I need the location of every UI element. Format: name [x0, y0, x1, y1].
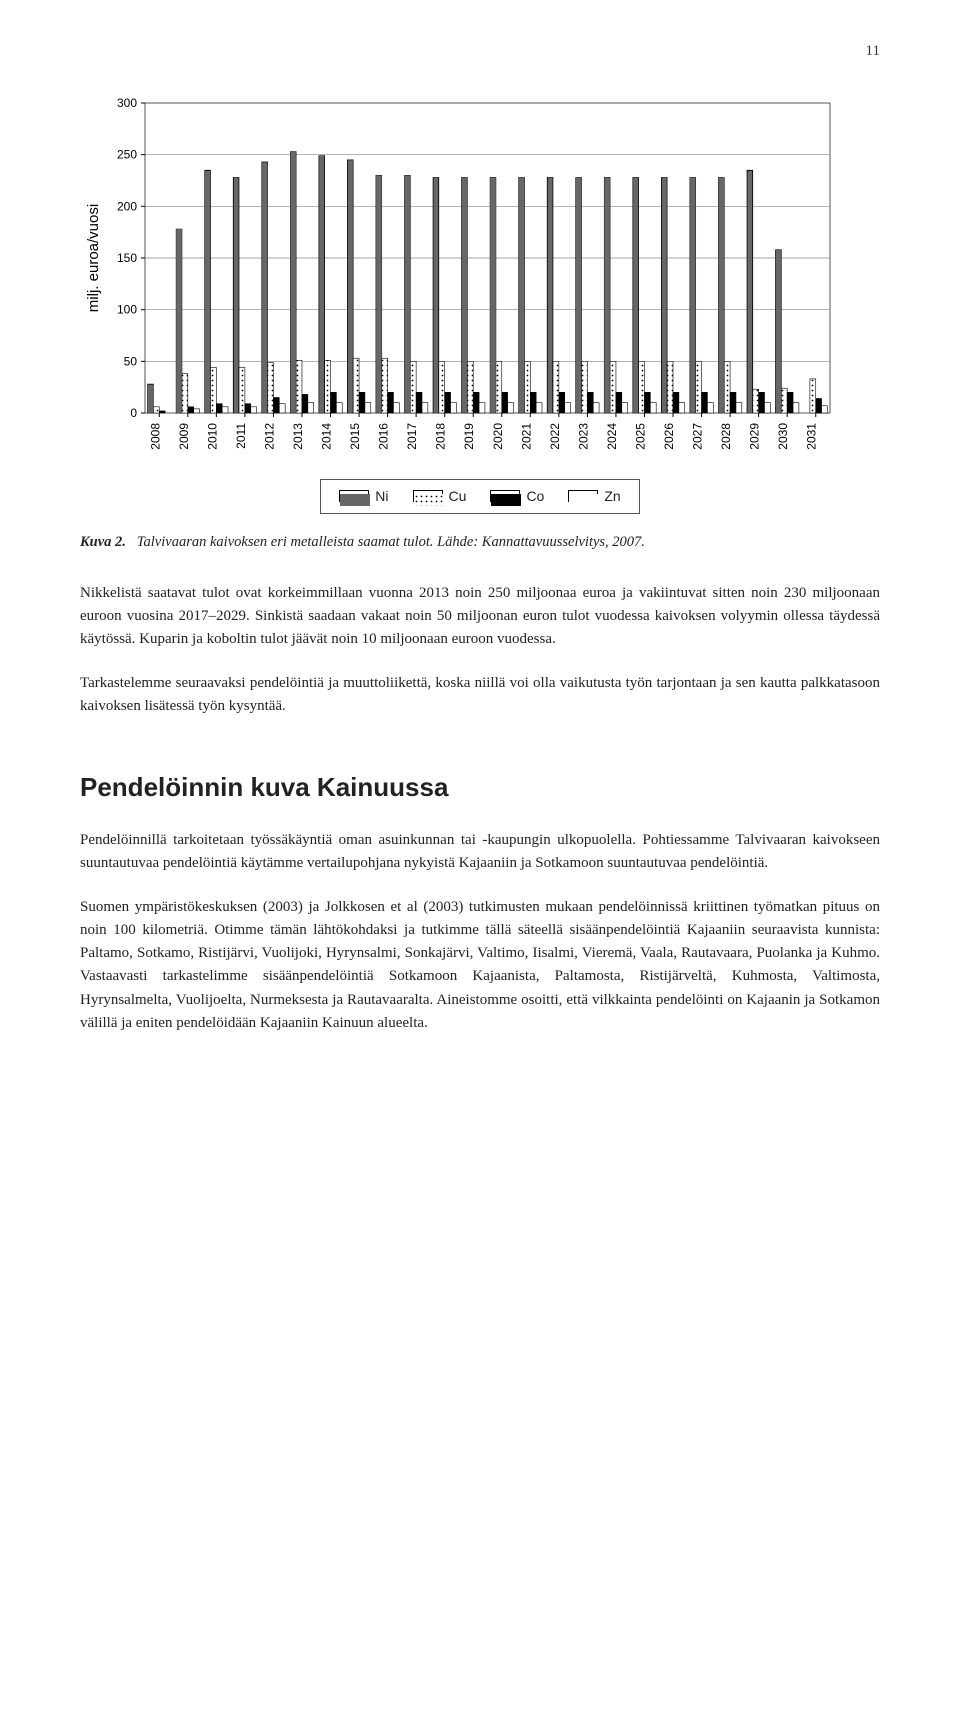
svg-text:300: 300 [117, 96, 137, 110]
svg-text:50: 50 [124, 354, 138, 368]
svg-text:2024: 2024 [605, 422, 619, 449]
svg-text:150: 150 [117, 251, 137, 265]
svg-text:2016: 2016 [377, 422, 391, 449]
svg-text:2028: 2028 [719, 422, 733, 449]
svg-text:2023: 2023 [576, 422, 590, 449]
legend-label: Zn [604, 486, 620, 507]
legend-item: Co [490, 486, 544, 507]
page-number: 11 [80, 40, 880, 63]
legend-swatch [413, 490, 443, 502]
legend-swatch [568, 490, 598, 502]
svg-text:0: 0 [130, 406, 137, 420]
svg-text:2009: 2009 [177, 422, 191, 449]
svg-text:2031: 2031 [805, 422, 819, 449]
svg-text:2027: 2027 [691, 422, 705, 449]
para-commuting-def: Pendelöinnillä tarkoitetaan työssäkäynti… [80, 829, 880, 876]
svg-text:2014: 2014 [320, 422, 334, 449]
svg-text:2013: 2013 [291, 422, 305, 449]
section-heading-commuting: Pendelöinnin kuva Kainuussa [80, 768, 880, 807]
figure-caption: Kuva 2. Talvivaaran kaivoksen eri metall… [80, 532, 880, 554]
legend-label: Co [526, 486, 544, 507]
svg-text:2022: 2022 [548, 422, 562, 449]
chart-legend: Ni Cu Co Zn [80, 479, 880, 515]
legend-item: Ni [339, 486, 388, 507]
caption-text: Talvivaaran kaivoksen eri metalleista sa… [137, 534, 645, 550]
svg-text:2017: 2017 [405, 422, 419, 449]
svg-text:2008: 2008 [148, 422, 162, 449]
svg-text:2018: 2018 [434, 422, 448, 449]
para-commuting-intro: Tarkastelemme seuraavaksi pendelöintiä j… [80, 672, 880, 719]
svg-text:2019: 2019 [462, 422, 476, 449]
para-commuting-study: Suomen ympäristökeskuksen (2003) ja Jolk… [80, 896, 880, 1036]
legend-swatch [490, 490, 520, 502]
svg-text:2020: 2020 [491, 422, 505, 449]
svg-text:250: 250 [117, 147, 137, 161]
svg-text:milj. euroa/vuosi: milj. euroa/vuosi [85, 203, 102, 311]
legend-label: Cu [449, 486, 467, 507]
para-nickel: Nikkelistä saatavat tulot ovat korkeimmi… [80, 582, 880, 652]
svg-text:2015: 2015 [348, 422, 362, 449]
svg-text:2011: 2011 [234, 422, 248, 448]
svg-text:2029: 2029 [748, 422, 762, 449]
svg-text:2010: 2010 [205, 422, 219, 449]
caption-lead: Kuva 2. [80, 534, 126, 550]
svg-text:100: 100 [117, 302, 137, 316]
svg-text:2030: 2030 [776, 422, 790, 449]
svg-text:2012: 2012 [262, 422, 276, 449]
legend-item: Zn [568, 486, 620, 507]
svg-text:200: 200 [117, 199, 137, 213]
legend-item: Cu [413, 486, 467, 507]
svg-text:2025: 2025 [633, 422, 647, 449]
revenue-chart: 0 50 100 150 200 250 300 milj. euroa/vuosi 2008 2… [80, 93, 880, 515]
svg-text:2026: 2026 [662, 422, 676, 449]
svg-text:2021: 2021 [519, 422, 533, 449]
legend-label: Ni [375, 486, 388, 507]
legend-swatch [339, 490, 369, 502]
